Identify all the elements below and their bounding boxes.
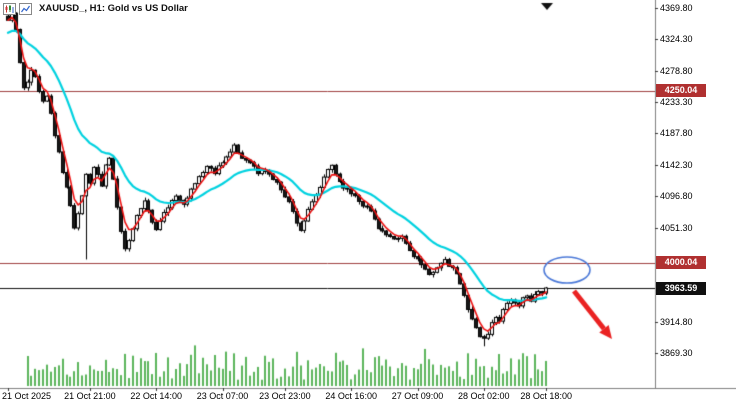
price-tag-bid: 3963.59 — [656, 281, 706, 295]
line-chart-icon — [19, 2, 32, 15]
x-axis-label: 28 Oct 02:00 — [458, 391, 510, 401]
y-axis-label: 3914.80 — [660, 316, 693, 327]
y-axis-label: 4369.80 — [660, 3, 693, 13]
chart-title-area: XAUUSD_, H1: Gold vs US Dollar — [3, 2, 188, 15]
y-axis-label: 3869.30 — [660, 347, 693, 358]
y-axis-label: 4233.30 — [660, 97, 693, 108]
y-axis-label: 4324.30 — [660, 34, 693, 45]
price-tag-level: 4000.04 — [656, 256, 706, 270]
y-axis-label: 4096.80 — [660, 191, 693, 202]
time-axis[interactable]: 21 Oct 2025 21 Oct 21:00 22 Oct 14:00 23 Oc… — [0, 390, 736, 408]
y-axis-label: 4278.80 — [660, 65, 693, 76]
x-axis-label: 23 Oct 07:00 — [196, 391, 249, 401]
x-axis-label: 22 Oct 14:00 — [130, 391, 182, 401]
x-axis-label: 28 Oct 18:00 — [520, 391, 572, 401]
y-axis-label: 4051.30 — [660, 222, 693, 233]
x-axis-label: 23 Oct 23:00 — [259, 391, 311, 401]
x-axis-label: 21 Oct 2025 — [2, 391, 52, 401]
price-tag-level: 4250.04 — [656, 84, 706, 98]
price-axis[interactable]: 4369.80 4324.30 4278.80 4233.30 4187.80 4142.… — [656, 0, 736, 388]
chart-title: XAUUSD_, H1: Gold vs US Dollar — [39, 2, 188, 14]
y-axis-label: 4187.80 — [660, 128, 693, 139]
x-axis-label: 27 Oct 09:00 — [391, 391, 444, 401]
candlestick-chart-icon — [3, 2, 16, 15]
y-axis-label: 4142.30 — [660, 159, 693, 170]
x-axis-label: 24 Oct 16:00 — [325, 391, 377, 401]
x-axis-label: 21 Oct 21:00 — [64, 391, 116, 401]
